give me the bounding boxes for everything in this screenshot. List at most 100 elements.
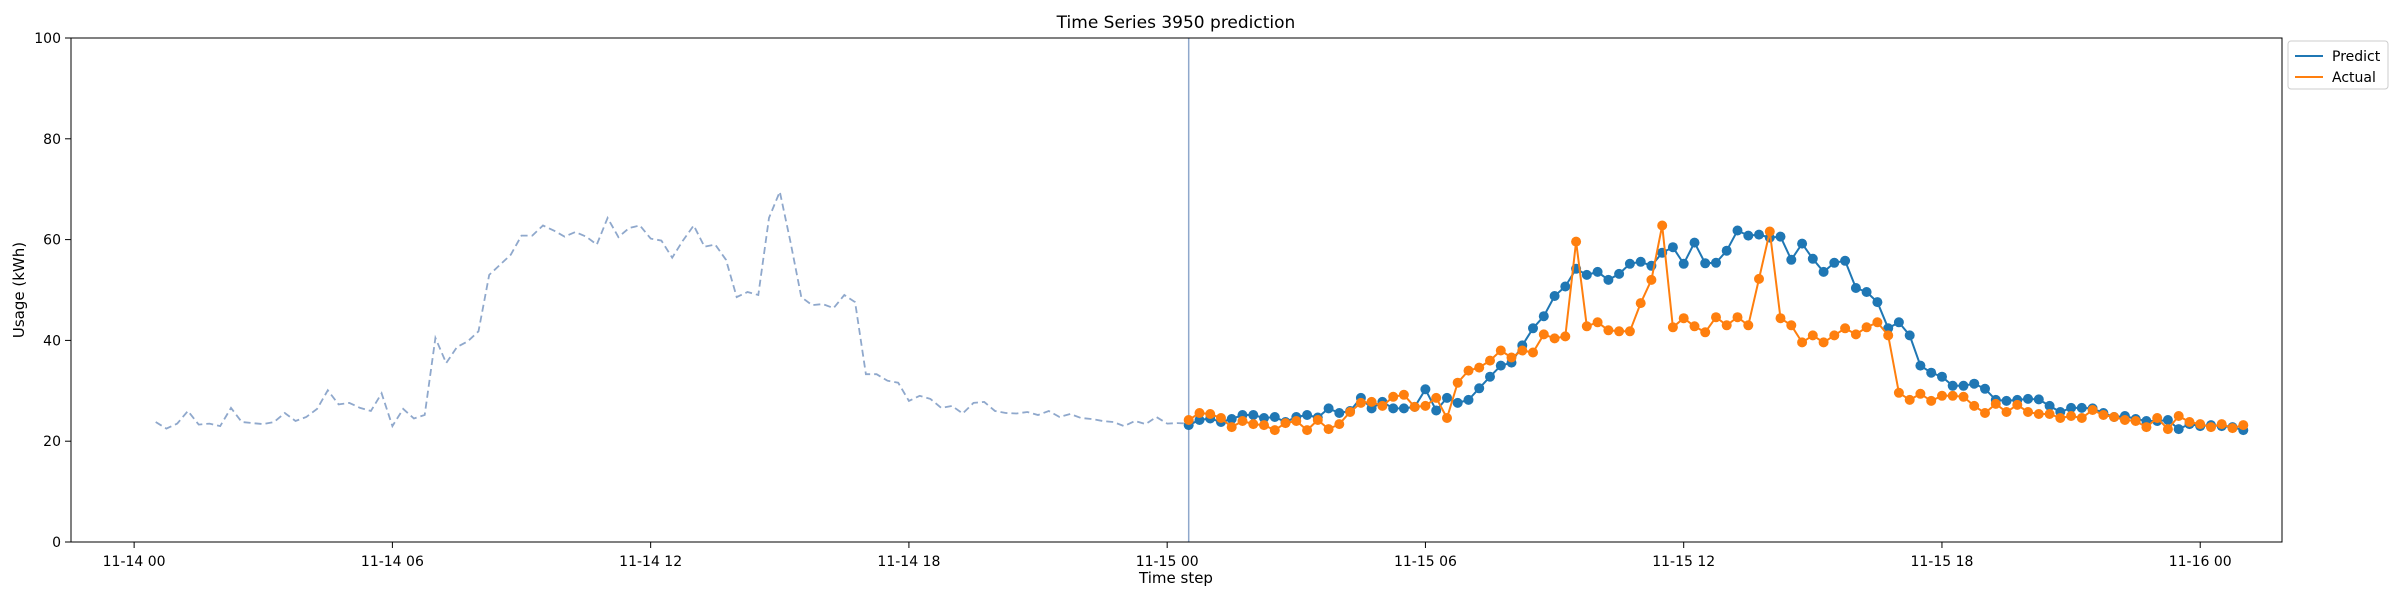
x-axis-label: Time step	[1138, 569, 1213, 587]
y-tick-label: 80	[43, 132, 61, 148]
actual-point	[1893, 387, 1904, 398]
predict-point	[1624, 258, 1635, 269]
actual-point	[1538, 329, 1549, 340]
plot-frame	[70, 37, 2283, 543]
predict-point	[1259, 413, 1269, 423]
predict-point	[1786, 254, 1797, 265]
x-tick-label: 11-14 00	[103, 554, 166, 570]
predict-point	[2001, 395, 2012, 406]
predict-point	[1775, 231, 1786, 242]
actual-point	[1474, 362, 1485, 373]
predict-point	[1581, 269, 1592, 280]
actual-point	[2141, 422, 2152, 433]
actual-point	[1667, 322, 1678, 333]
predict-point	[1732, 225, 1743, 236]
actual-point	[2033, 409, 2044, 419]
actual-point	[2109, 412, 2120, 422]
actual-point	[1743, 320, 1754, 331]
predict-point	[1463, 394, 1474, 405]
actual-point	[1980, 408, 1990, 418]
y-axis: 0 20 40 60 80 100	[34, 31, 71, 551]
actual-point	[1635, 298, 1646, 309]
actual-point	[1711, 312, 1721, 323]
actual-point	[1646, 274, 1657, 285]
actual-point	[1807, 330, 1818, 341]
predict-point	[1700, 258, 1711, 269]
predict-point	[2033, 394, 2044, 405]
actual-point	[2238, 420, 2249, 431]
predict-point	[1420, 384, 1431, 395]
predict-point	[1549, 291, 1560, 301]
x-axis: 11-14 00 11-14 06 11-14 12 11-14 18 11-15 00…	[103, 542, 2232, 570]
actual-point	[2001, 407, 2012, 417]
actual-point	[1937, 390, 1947, 401]
predict-point	[1754, 229, 1764, 240]
x-tick-label: 11-15 18	[1910, 554, 1973, 570]
actual-point	[2173, 411, 2184, 421]
predict-point	[1904, 330, 1915, 341]
y-tick-label: 20	[43, 434, 61, 450]
actual-point	[1969, 400, 1980, 411]
actual-point	[1797, 337, 1808, 348]
actual-point	[1840, 323, 1851, 334]
predict-point	[1560, 281, 1571, 292]
actual-point	[1872, 317, 1883, 328]
x-tick-label: 11-14 06	[361, 554, 424, 570]
actual-point	[2152, 413, 2163, 423]
predict-point	[1495, 360, 1506, 371]
predict-point	[1538, 311, 1549, 322]
actual-point	[1237, 416, 1248, 426]
predict-point	[1743, 230, 1754, 241]
history-line	[155, 188, 1200, 430]
predict-point	[1388, 403, 1399, 414]
actual-point	[1334, 419, 1345, 430]
actual-point	[1624, 326, 1635, 337]
actual-point	[1431, 392, 1442, 403]
predict-point	[1689, 237, 1700, 248]
actual-point	[2184, 417, 2195, 427]
predict-point	[1528, 323, 1538, 334]
actual-point	[1915, 388, 1926, 399]
actual-point	[1452, 377, 1463, 388]
actual-point	[2216, 419, 2227, 430]
actual-point	[1657, 220, 1668, 231]
actual-point	[1485, 355, 1495, 366]
actual-point	[2195, 419, 2206, 430]
predict-point	[1861, 287, 1872, 297]
actual-point	[1904, 394, 1915, 405]
actual-point	[1205, 409, 1216, 419]
actual-point	[1442, 413, 1452, 423]
actual-point	[1248, 419, 1259, 430]
actual-point	[1775, 313, 1786, 324]
y-axis-label: Usage (kWh)	[10, 242, 28, 338]
actual-point	[2012, 399, 2023, 410]
predict-point	[1797, 238, 1808, 249]
actual-point	[1269, 425, 1280, 436]
actual-point	[2044, 409, 2055, 419]
actual-point	[1291, 416, 1302, 426]
actual-point	[1829, 330, 1840, 341]
predict-point	[1840, 255, 1851, 266]
x-tick-label: 11-15 12	[1652, 554, 1715, 570]
y-tick-label: 40	[43, 333, 61, 349]
actual-point	[1786, 320, 1797, 331]
predict-point	[1474, 383, 1485, 394]
predict-point	[1431, 405, 1442, 416]
actual-point	[1926, 395, 1937, 406]
predict-point	[1947, 380, 1958, 391]
predict-point	[1302, 410, 1313, 420]
predict-point	[1269, 412, 1280, 422]
actual-point	[1614, 326, 1625, 337]
actual-point	[1506, 352, 1517, 363]
predict-point	[1678, 258, 1689, 269]
legend-label-predict: Predict	[2332, 49, 2381, 65]
predict-point	[1872, 297, 1883, 308]
predict-point	[1667, 242, 1678, 253]
predict-point	[1807, 253, 1818, 264]
actual-point	[2087, 405, 2098, 415]
x-tick-label: 11-14 18	[877, 554, 940, 570]
actual-point	[1259, 420, 1269, 431]
predict-point	[1323, 403, 1334, 414]
actual-point	[1398, 389, 1409, 400]
